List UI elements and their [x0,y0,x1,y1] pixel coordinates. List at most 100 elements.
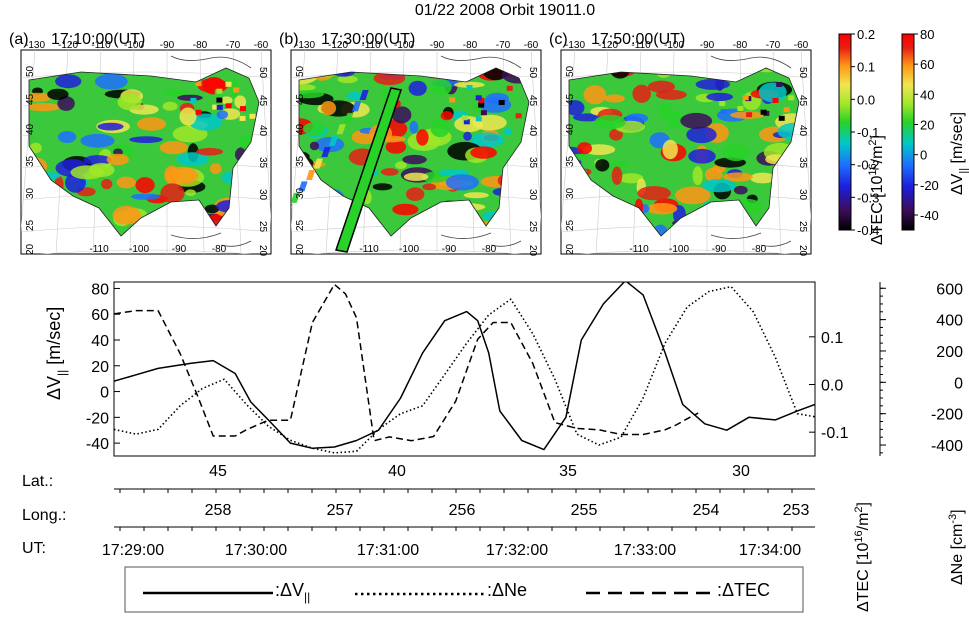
map-tec-pixel [225,81,232,87]
map-tec-pixel [478,102,485,108]
map-tec-blob [55,74,82,89]
map-tec-blob [395,161,407,169]
map-tec-pixel [461,115,468,121]
ne-axis-ticks: 600 400 200 0 -200 -400 [880,281,963,455]
map-tec-blob [454,81,485,88]
tec-tick-label: 0.0 [821,377,843,394]
map-panels: (a) 17:10:00(UT) -130 -120 -110 -100 -90 -80 -70… [9,31,812,257]
map-tec-pixel [475,95,482,101]
map-tec-blob [346,91,364,101]
legend-tec-text: :ΔTEC [717,580,770,600]
map-lat-tick-left: 20 [565,243,576,255]
map-lat-tick-right: 35 [797,157,808,169]
tec-tick-label: -0.1 [821,425,849,442]
lat-ticks: 45 40 35 30 [119,463,793,493]
legend-ne-text: :ΔNe [487,580,527,600]
map-lat-tick-right: 20 [257,245,268,257]
map-tec-blob [722,172,753,182]
map-top-lon-tick: -110 [631,40,651,51]
map-tec-blob [409,120,419,134]
map-tec-blob [702,179,737,193]
map-lat-tick-right: 50 [797,67,808,79]
map-panel-time: 17:50:00(UT) [591,31,685,48]
map-tec-blob [29,142,42,154]
map-top-lon-tick: -120 [598,40,618,51]
map-top-lon-tick: -110 [91,40,111,51]
map-coastline [710,55,792,69]
satellite-track-segment [321,147,331,158]
map-lat-tick-left: 25 [25,219,36,231]
ut-tick-label: 17:29:00 [102,542,164,559]
lat-tick-label: 40 [388,463,406,480]
map-tec-pixel [239,115,246,121]
map-top-lon-tick: -90 [700,40,715,51]
map-lat-tick-right: 20 [797,245,808,257]
colorbar-v-ticks: 80 60 40 20 0 -20 -40 [914,27,939,223]
map-top-lon-tick: -90 [160,40,175,51]
long-tick-label: 257 [327,502,354,519]
colorbar-tec-tick: -0.2 [857,158,879,173]
map-tec-blob [666,110,683,128]
left-tick-label: -20 [86,410,109,427]
map-tec-blob [416,129,429,146]
lat-tick-label: 35 [559,463,577,480]
map-top-lon-tick: -120 [328,40,348,51]
ne-axis-label: ΔNe [cm-3] [947,509,966,585]
map-lat-tick-right: 45 [257,95,268,107]
legend-v-text: :ΔV|| [275,580,310,604]
map-tec-blob [430,117,450,138]
long-ticks: 258 257 256 255 254 253 [119,502,809,531]
map-tec-blob [662,139,678,160]
ut-tick-label: 17:30:00 [225,542,287,559]
map-tec-blob [470,146,497,159]
map-tec-blob [299,90,325,99]
map-tec-pixel [195,109,202,115]
map-tec-blob [402,154,427,165]
map-lat-tick-left: 25 [565,219,576,231]
ut-tick-label: 17:31:00 [357,542,419,559]
map-tec-pixel [216,97,223,103]
map-bottom-lon-tick: -90 [712,244,727,255]
ne-tick-label: 200 [936,344,963,361]
map-tec-blob [320,101,337,116]
map-tec-pixel [475,116,482,122]
map-tec-blob [392,203,419,216]
map-lat-tick-left: 35 [295,155,306,167]
tec-axis-label: ΔTEC [1016/m2] [853,502,872,612]
map-tec-blob [695,78,730,90]
map-tec-blob [234,95,247,109]
map-tec-pixel [466,85,473,90]
ne-tick-label: -400 [931,438,963,455]
satellite-track [291,87,402,253]
map-tec-blob [594,114,626,130]
map-tec-blob [463,192,489,199]
satellite-track-segment [351,101,362,112]
map-lat-tick-left: 40 [25,123,36,135]
map-tec-blob [611,166,623,185]
satellite-track-band [335,87,402,253]
map-top-lon-tick: -70 [766,40,781,51]
map-top-lon-tick: -80 [733,40,748,51]
map-lat-tick-right: 30 [797,189,808,201]
map-top-lon-tick: -130 [25,40,45,51]
map-bottom-lon-tick: -80 [212,244,227,255]
long-tick-label: 254 [693,502,720,519]
satellite-track-segment [336,124,346,135]
map-tec-pixel [233,87,240,93]
map-tec-blob [675,186,711,205]
map-tec-blob [680,112,713,129]
map-lat-tick-right: 25 [797,221,808,233]
map-lat-tick-left: 30 [565,187,576,199]
lat-tick-label: 45 [209,463,227,480]
legend-box [124,566,804,613]
satellite-track-segment [298,181,308,192]
satellite-track-segment [328,135,339,146]
map-graticule-meridian [800,50,811,226]
left-tick-label: 80 [91,281,109,298]
colorbar-v-bar [901,33,915,231]
map-top-lon-tick: -70 [496,40,511,51]
ut-tick-label: 17:34:00 [739,542,801,559]
map-coastline [170,232,252,247]
